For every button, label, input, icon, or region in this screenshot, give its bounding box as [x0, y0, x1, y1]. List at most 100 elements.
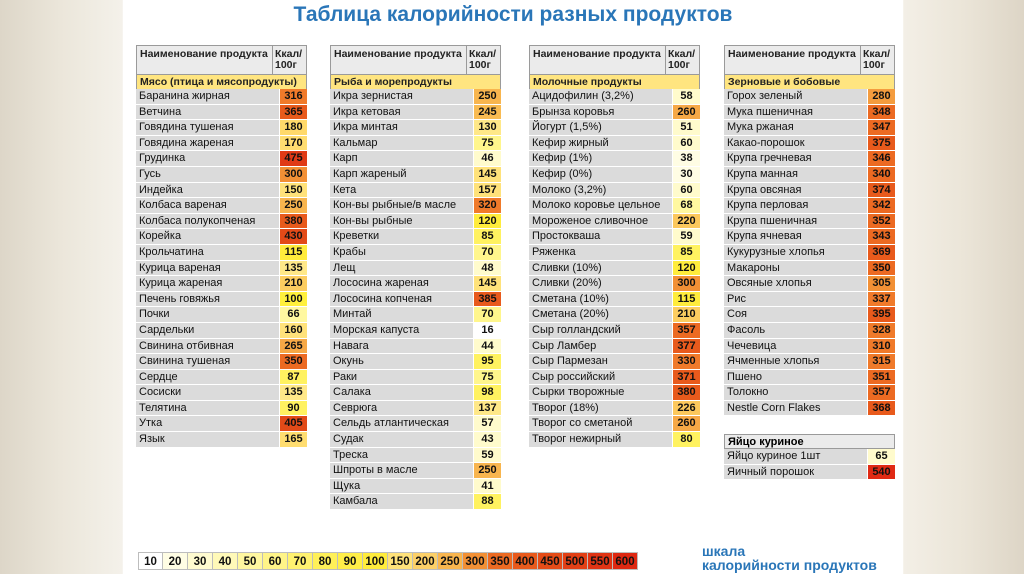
kcal-value: 380 — [280, 213, 307, 229]
product-name: Крупа гречневая — [724, 151, 867, 166]
product-name: Крупа ячневая — [724, 229, 867, 244]
kcal-value: 265 — [280, 338, 307, 354]
kcal-value: 377 — [673, 338, 700, 354]
table-row: Крупа ячневая 343 — [724, 229, 895, 245]
product-name: Nestle Corn Flakes — [724, 400, 867, 416]
product-name: Баранина жирная — [136, 89, 279, 104]
product-name: Сельдь атлантическая — [330, 416, 473, 432]
product-name: Окунь — [330, 354, 473, 369]
kcal-value: 66 — [280, 307, 307, 322]
product-name: Яичный порошок — [724, 464, 867, 480]
table-row: Сливки (10%) 120 — [529, 260, 700, 277]
header-kcal: Ккал/ 100г — [665, 46, 699, 74]
product-name: Молоко коровье цельное — [529, 198, 672, 213]
table-row: Печень говяжья 100 — [136, 291, 307, 308]
table-row: Творог со сметаной 260 — [529, 416, 700, 433]
kcal-value: 280 — [868, 89, 895, 104]
table-row: Раки 75 — [330, 369, 501, 386]
kcal-value: 120 — [673, 260, 700, 276]
scale-step: 20 — [163, 552, 188, 570]
kcal-value: 43 — [474, 432, 501, 447]
calorie-scale: 10 20 30 40 50 60 70 80 90 100 150 200 250 300 350 400 4… — [138, 552, 638, 570]
product-name: Сметана (20%) — [529, 307, 672, 322]
product-name: Яйцо куриное 1шт — [724, 449, 867, 464]
table-row: Сыр Пармезан 330 — [529, 354, 700, 370]
table-row: Грудинка 475 — [136, 151, 307, 167]
table-row: Крабы 70 — [330, 244, 501, 261]
calorie-scale-label: шкала калорийности продуктов — [702, 544, 877, 572]
scale-step: 90 — [338, 552, 363, 570]
kcal-value: 305 — [868, 276, 895, 291]
table-header: Наименование продукта Ккал/ 100г — [136, 45, 307, 75]
product-name: Лососина жареная — [330, 276, 473, 291]
kcal-value: 48 — [474, 260, 501, 276]
kcal-value: 180 — [280, 120, 307, 135]
product-name: Толокно — [724, 385, 867, 400]
table-row: Nestle Corn Flakes 368 — [724, 400, 895, 417]
kcal-value: 340 — [868, 166, 895, 182]
kcal-value: 98 — [474, 385, 501, 400]
table-row: Судак 43 — [330, 432, 501, 448]
kcal-value: 374 — [868, 182, 895, 198]
table-row: Брынза коровья 260 — [529, 104, 700, 121]
table-row: Творог нежирный 80 — [529, 432, 700, 448]
table-row: Индейка 150 — [136, 182, 307, 199]
kcal-value: 343 — [868, 229, 895, 244]
table-row: Язык 165 — [136, 432, 307, 448]
product-name: Лососина копченая — [330, 291, 473, 307]
table-row: Кон-вы рыбные 120 — [330, 213, 501, 230]
header-name: Наименование продукта — [533, 48, 661, 60]
product-name: Сливки (20%) — [529, 276, 672, 291]
product-name: Овсяные хлопья — [724, 276, 867, 291]
kcal-value: 38 — [673, 151, 700, 166]
table-row: Простокваша 59 — [529, 229, 700, 245]
product-name: Икра зернистая — [330, 89, 473, 104]
kcal-value: 120 — [474, 213, 501, 229]
product-name: Сардельки — [136, 322, 279, 338]
product-name: Кефир (1%) — [529, 151, 672, 166]
table-row: Яичный порошок 540 — [724, 464, 895, 481]
scale-step: 80 — [313, 552, 338, 570]
table-row: Гусь 300 — [136, 166, 307, 183]
kcal-value: 348 — [868, 104, 895, 120]
product-name: Карп — [330, 151, 473, 166]
scale-step: 350 — [488, 552, 513, 570]
kcal-value: 145 — [474, 166, 501, 182]
kcal-value: 540 — [868, 464, 895, 480]
kcal-value: 350 — [280, 354, 307, 369]
kcal-value: 368 — [868, 400, 895, 416]
product-name: Сырки творожные — [529, 385, 672, 400]
kcal-value: 51 — [673, 120, 700, 135]
table-row: Курица вареная 135 — [136, 260, 307, 277]
product-name: Ячменные хлопья — [724, 354, 867, 369]
table-row: Свинина тушеная 350 — [136, 354, 307, 370]
product-name: Крольчатина — [136, 244, 279, 260]
table-header: Наименование продукта Ккал/ 100г — [724, 45, 895, 75]
kcal-value: 365 — [280, 104, 307, 120]
product-name: Телятина — [136, 400, 279, 416]
kcal-value: 352 — [868, 213, 895, 229]
table-row: Свинина отбивная 265 — [136, 338, 307, 355]
kcal-value: 135 — [280, 260, 307, 276]
kcal-value: 115 — [673, 291, 700, 307]
kcal-value: 41 — [474, 478, 501, 494]
product-name: Грудинка — [136, 151, 279, 166]
kcal-value: 250 — [280, 198, 307, 213]
table-row: Колбаса полукопченая 380 — [136, 213, 307, 230]
category-label: Рыба и морепродукты — [330, 75, 501, 89]
table-row: Горох зеленый 280 — [724, 89, 895, 105]
product-name: Курица вареная — [136, 260, 279, 276]
scale-step: 100 — [363, 552, 388, 570]
product-name: Крабы — [330, 244, 473, 260]
product-name: Сердце — [136, 369, 279, 385]
header-kcal: Ккал/ 100г — [272, 46, 306, 74]
product-name: Щука — [330, 478, 473, 494]
product-name: Печень говяжья — [136, 291, 279, 307]
header-kcal: Ккал/ 100г — [860, 46, 894, 74]
product-name: Треска — [330, 447, 473, 463]
scale-step: 600 — [613, 552, 638, 570]
table-row: Сыр Ламбер 377 — [529, 338, 700, 355]
kcal-value: 57 — [474, 416, 501, 432]
product-name: Ряженка — [529, 244, 672, 260]
kcal-value: 85 — [673, 244, 700, 260]
